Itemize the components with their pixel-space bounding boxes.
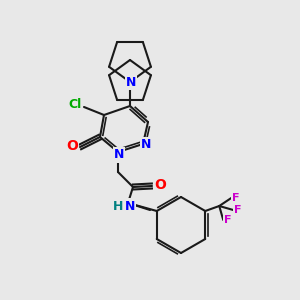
Text: N: N xyxy=(141,139,151,152)
Text: N: N xyxy=(126,74,136,86)
Text: N: N xyxy=(114,148,124,161)
Text: O: O xyxy=(154,178,166,192)
Text: N: N xyxy=(125,200,135,212)
Text: H: H xyxy=(113,200,123,212)
Text: F: F xyxy=(235,205,242,215)
Text: F: F xyxy=(224,215,232,225)
Text: O: O xyxy=(66,139,78,153)
Text: N: N xyxy=(126,76,136,88)
Text: F: F xyxy=(232,193,240,203)
Text: Cl: Cl xyxy=(68,98,82,112)
